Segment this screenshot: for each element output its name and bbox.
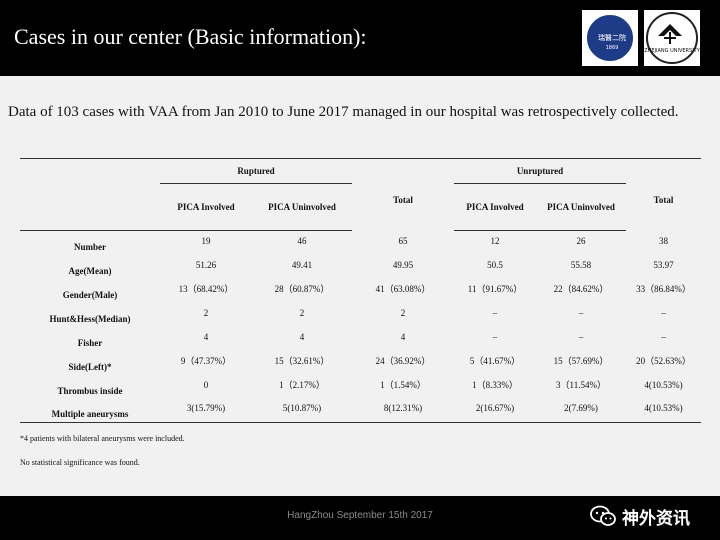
table-cell: 20（52.63%）	[636, 356, 691, 366]
row-label-side-left: Side(Left)*	[68, 361, 112, 372]
table-cell: 11（91.67%）	[467, 284, 523, 294]
table-cell: 19	[201, 235, 211, 246]
table-row: Number 19 46 65 12 26 38	[20, 231, 701, 255]
table-cell: 41（63.08%）	[375, 284, 431, 294]
row-label-fisher: Fisher	[77, 337, 103, 348]
table-cell: 3（11.54%）	[556, 380, 606, 390]
row-label-hunt-hess: Hunt&Hess(Median)	[49, 313, 131, 324]
intro-text: Data of 103 cases with VAA from Jan 2010…	[8, 104, 679, 120]
footnote-significance: No statistical significance was found.	[20, 458, 140, 467]
hospital-seal-circle: 瑞醫二院 1869	[585, 13, 635, 63]
table-cell: –	[661, 307, 666, 318]
table-cell: –	[492, 307, 498, 318]
wechat-label: 神外资讯	[622, 508, 690, 529]
total-header-ruptured: Total	[352, 158, 454, 231]
table-row: Thrombus inside 0 1（2.17%） 1（1.54%） 1（8.…	[20, 375, 701, 399]
subheader-unruptured-pica-uninvolved: PICA Uninvolved	[536, 183, 626, 231]
table-row: Age(Mean) 51.26 49.41 49.95 50.5 55.58 5…	[20, 255, 701, 279]
wechat-icon	[590, 505, 616, 526]
table-row: Side(Left)* 9（47.37%） 15（32.61%） 24（36.9…	[20, 351, 701, 375]
slide-title: Cases in our center (Basic information):	[14, 24, 367, 49]
table-cell: 13（68.42%）	[178, 284, 234, 294]
table-cell: 1（1.54%）	[380, 380, 426, 390]
total-header-unruptured: Total	[626, 158, 701, 231]
table-cell: 53.97	[653, 259, 674, 270]
table-cell: 0	[203, 379, 209, 390]
table-corner-bottom	[20, 183, 160, 231]
subheader-unruptured-pica-involved: PICA Involved	[454, 183, 536, 231]
table-row: Hunt&Hess(Median) 2 2 2 – – –	[20, 303, 701, 327]
table-cell: 8(12.31%)	[352, 398, 454, 423]
university-logo-caption: ZHEJIANG UNIVERSITY	[644, 48, 700, 54]
table-cell: 15（57.69%）	[553, 356, 609, 366]
hospital-seal-logo: 瑞醫二院 1869	[582, 10, 638, 66]
group-header-ruptured: Ruptured	[160, 158, 352, 184]
table-cell: 51.26	[195, 259, 217, 270]
table-cell: 50.5	[487, 259, 503, 270]
table-cell: –	[578, 331, 584, 342]
table-cell: 46	[297, 235, 307, 246]
table-cell: 4	[203, 331, 209, 342]
footnote-bilateral: *4 patients with bilateral aneurysms wer…	[20, 434, 185, 443]
table-cell: 3(15.79%)	[160, 398, 252, 423]
table-cell: 55.58	[570, 259, 592, 270]
table-cell: –	[578, 307, 584, 318]
case-data-table: Ruptured Total Unruptured Total PICA Inv…	[20, 158, 701, 423]
table-cell: 33（86.84%）	[636, 284, 691, 294]
row-label-gender: Gender(Male)	[62, 289, 118, 300]
subheader-ruptured-pica-involved: PICA Involved	[160, 183, 252, 231]
table-cell: 4(10.53%)	[626, 398, 701, 423]
table-cell: 4	[400, 331, 406, 342]
table-cell: 2(16.67%)	[454, 398, 536, 423]
table-cell: 2	[400, 307, 406, 318]
table-cell: 12	[490, 235, 500, 246]
hospital-seal-text: 瑞醫二院	[598, 34, 626, 42]
slide-header: Cases in our center (Basic information):…	[0, 0, 720, 76]
footer-date: HangZhou September 15th 2017	[287, 510, 433, 521]
table-cell: –	[492, 331, 498, 342]
zhejiang-university-logo: ZHEJIANG UNIVERSITY	[644, 10, 700, 66]
wechat-watermark: 神外资讯	[590, 502, 690, 530]
table-cell: 28（60.87%）	[274, 284, 330, 294]
table-cell: –	[661, 331, 666, 342]
table-cell: 49.41	[291, 259, 313, 270]
row-label-thrombus: Thrombus inside	[57, 385, 123, 396]
table-cell: 5（41.67%）	[469, 356, 521, 366]
group-header-unruptured: Unruptured	[454, 158, 626, 184]
row-label-number: Number	[74, 241, 106, 252]
table-cell: 49.95	[392, 259, 414, 270]
table-row: Gender(Male) 13（68.42%） 28（60.87%） 41（63…	[20, 279, 701, 303]
table-cell: 4(10.53%)	[644, 379, 683, 390]
table-cell: 65	[398, 235, 408, 246]
table-cell: 22（84.62%）	[553, 284, 609, 294]
table-cell: 2	[203, 307, 209, 318]
table-cell: 26	[576, 235, 586, 246]
university-logo-ring	[646, 12, 698, 64]
table-cell: 9（47.37%）	[180, 356, 232, 366]
university-emblem-icon	[658, 24, 682, 44]
table-cell: 4	[299, 331, 305, 342]
table-cell: 1（2.17%）	[279, 380, 325, 390]
table-cell: 5(10.87%)	[252, 398, 352, 423]
table-cell: 2(7.69%)	[536, 398, 626, 423]
table-cell: 15（32.61%）	[274, 356, 330, 366]
subheader-ruptured-pica-uninvolved: PICA Uninvolved	[252, 183, 352, 231]
table-cell: 24（36.92%）	[375, 356, 431, 366]
table-cell: 38	[659, 235, 668, 246]
table-row: Multiple aneurysms 3(15.79%) 5(10.87%) 8…	[20, 398, 701, 423]
table-cell: 2	[299, 307, 305, 318]
table-cell: 1（8.33%）	[472, 380, 518, 390]
table-corner-top	[20, 158, 160, 184]
row-label-age: Age(Mean)	[68, 265, 112, 276]
slide-footer: HangZhou September 15th 2017 神外资讯	[0, 496, 720, 540]
table-row: Fisher 4 4 4 – – –	[20, 327, 701, 351]
row-label-multiple-aneurysms: Multiple aneurysms	[20, 398, 160, 423]
hospital-seal-year: 1869	[605, 45, 619, 51]
